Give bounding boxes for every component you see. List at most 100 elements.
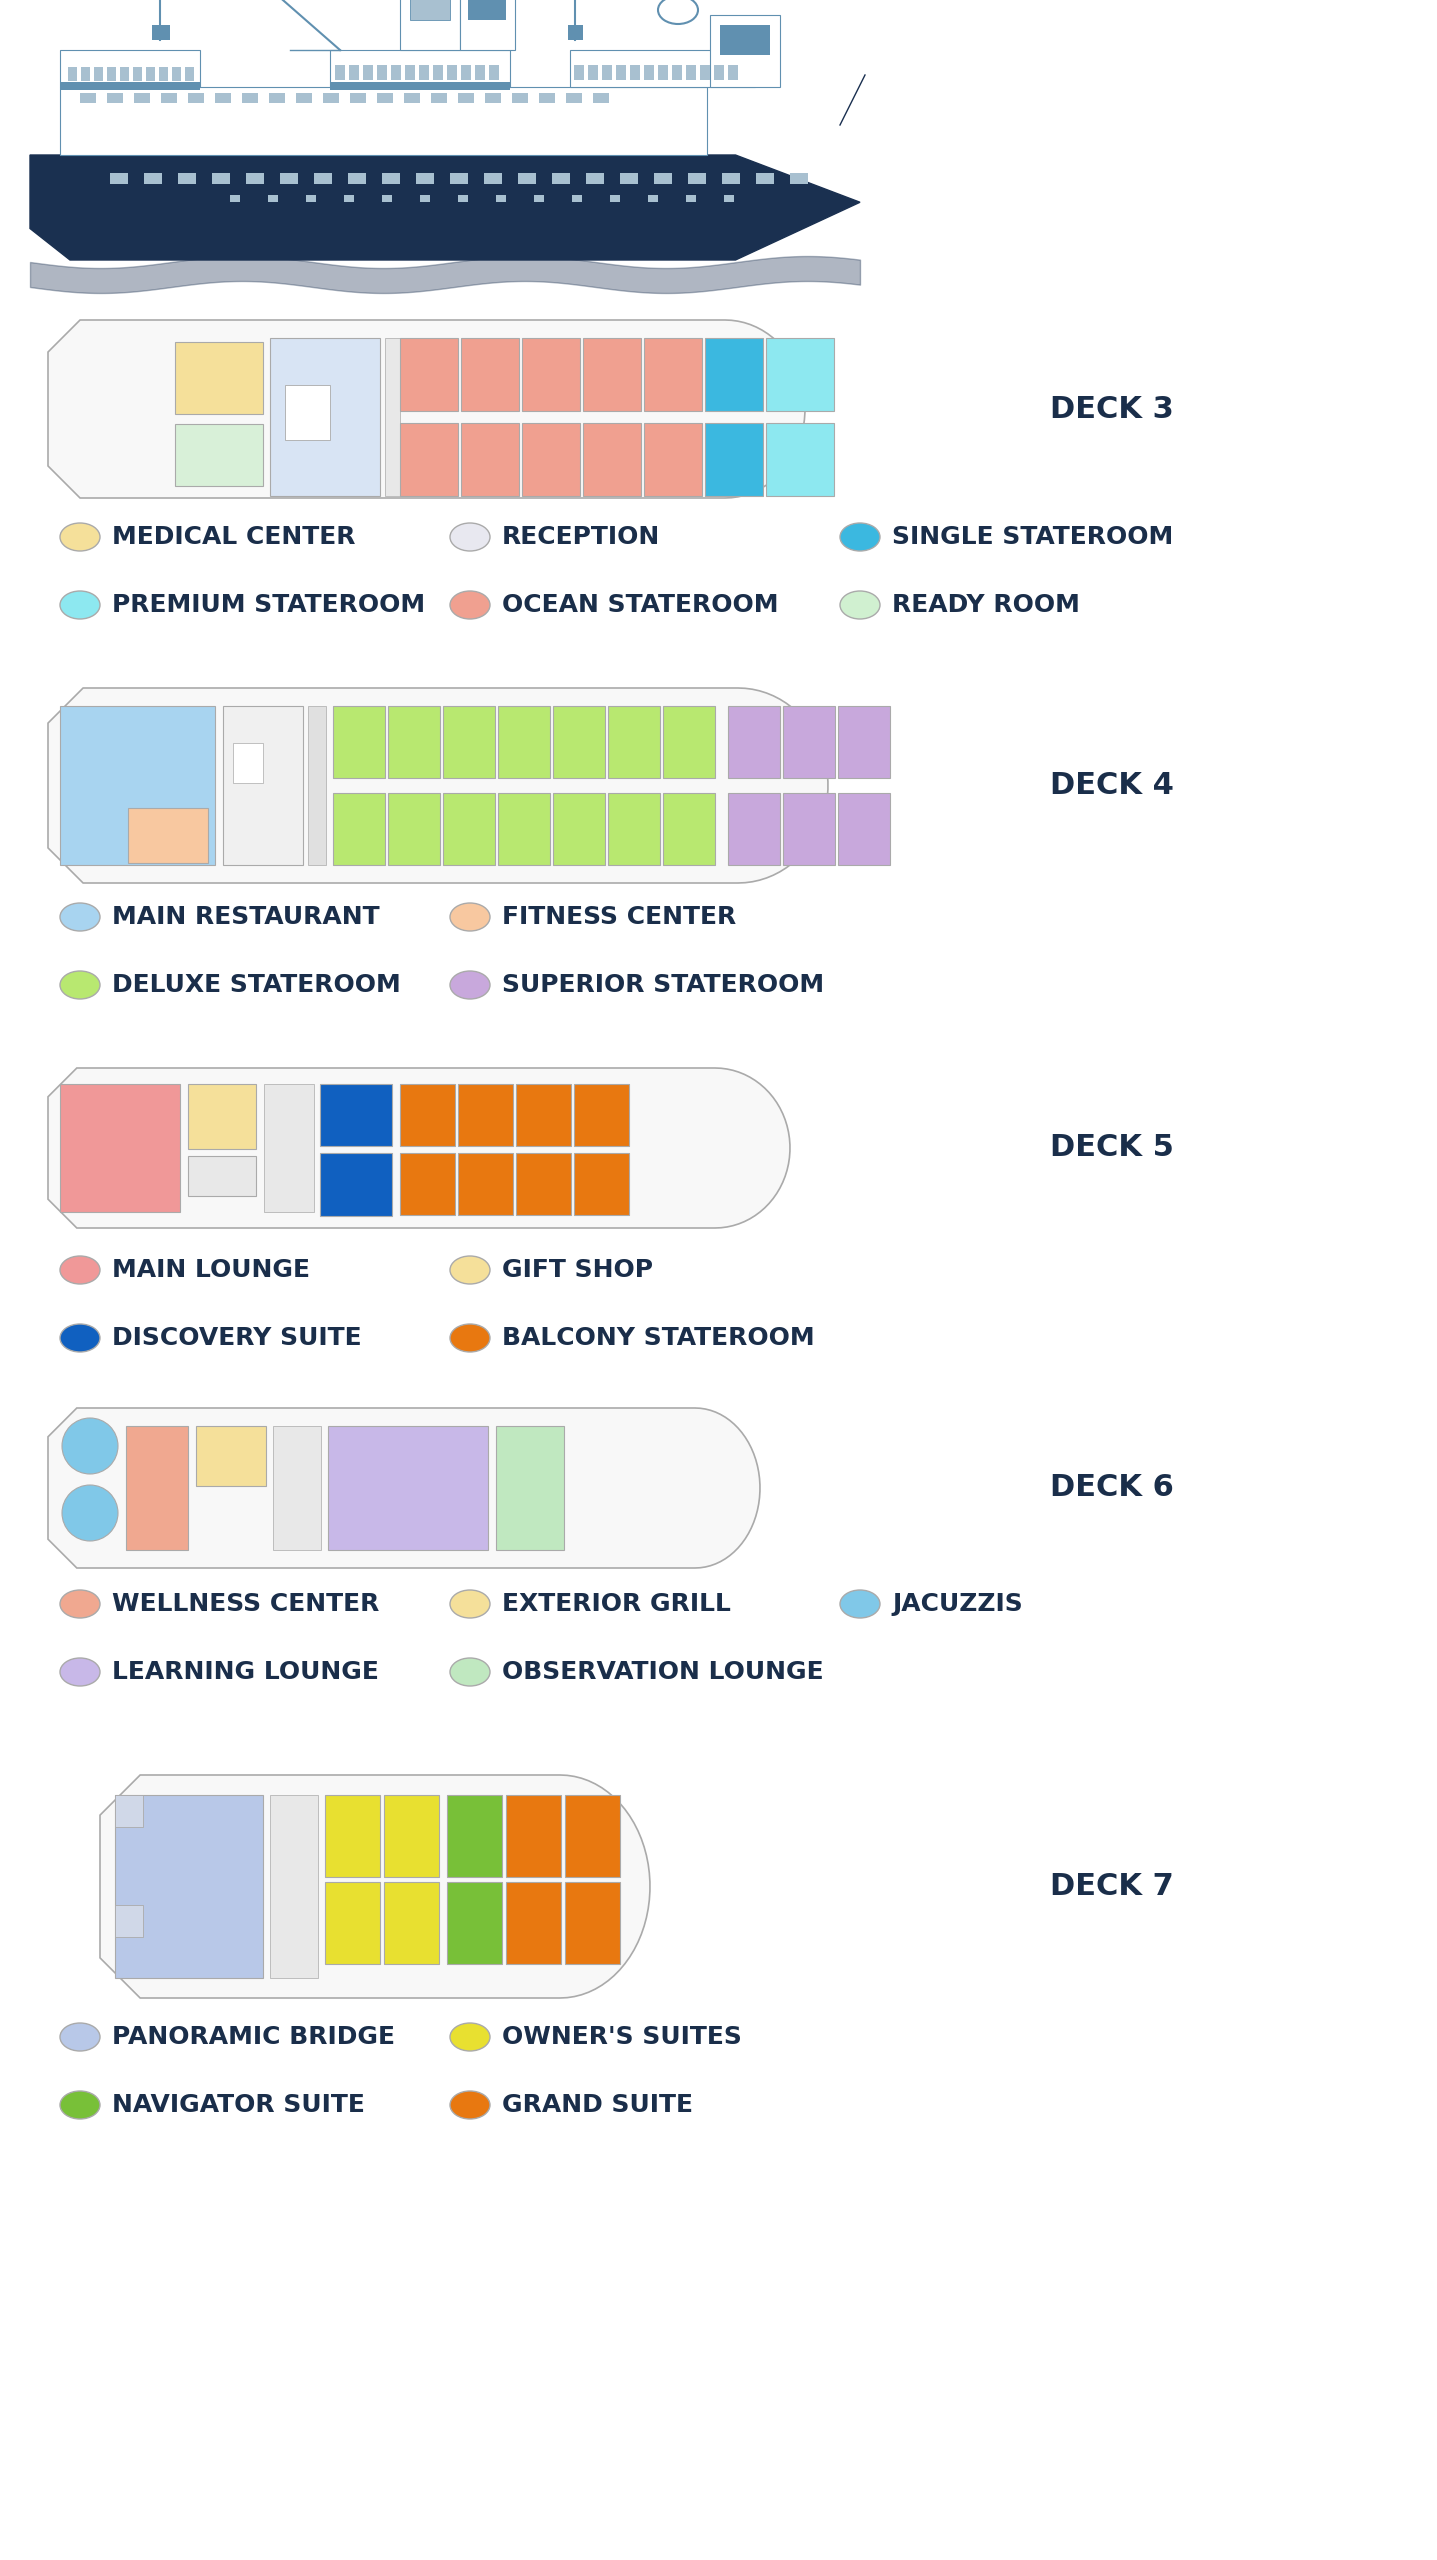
- Bar: [384, 1795, 438, 1876]
- Text: LEARNING LOUNGE: LEARNING LOUNGE: [112, 1659, 379, 1684]
- Text: MEDICAL CENTER: MEDICAL CENTER: [112, 525, 355, 548]
- Ellipse shape: [60, 2022, 101, 2051]
- Bar: [188, 1083, 256, 1149]
- Bar: [115, 1795, 263, 1979]
- Bar: [333, 794, 385, 865]
- Bar: [539, 92, 555, 102]
- Bar: [489, 64, 499, 79]
- Bar: [382, 174, 399, 184]
- Bar: [308, 707, 326, 865]
- Bar: [706, 422, 763, 497]
- Text: JACUZZIS: JACUZZIS: [892, 1592, 1023, 1615]
- Bar: [573, 64, 583, 79]
- Ellipse shape: [841, 591, 879, 620]
- Bar: [60, 82, 200, 90]
- Bar: [700, 64, 710, 79]
- Text: BALCONY STATEROOM: BALCONY STATEROOM: [502, 1326, 815, 1349]
- Bar: [188, 1157, 256, 1196]
- Bar: [593, 92, 609, 102]
- Bar: [783, 794, 835, 865]
- Bar: [522, 422, 581, 497]
- Bar: [685, 64, 696, 79]
- Ellipse shape: [841, 1590, 879, 1618]
- Bar: [522, 338, 581, 412]
- Text: DECK 3: DECK 3: [1050, 394, 1174, 422]
- Ellipse shape: [60, 522, 101, 550]
- Bar: [468, 0, 506, 20]
- Bar: [399, 0, 460, 51]
- Ellipse shape: [60, 970, 101, 998]
- Ellipse shape: [60, 904, 101, 932]
- Bar: [68, 67, 78, 82]
- Text: DECK 4: DECK 4: [1050, 771, 1174, 799]
- Ellipse shape: [450, 591, 490, 620]
- Bar: [662, 707, 716, 778]
- Ellipse shape: [450, 2092, 490, 2120]
- Text: NAVIGATOR SUITE: NAVIGATOR SUITE: [112, 2094, 365, 2117]
- Bar: [608, 707, 660, 778]
- Ellipse shape: [450, 522, 490, 550]
- Bar: [273, 1426, 320, 1549]
- Bar: [756, 174, 775, 184]
- Bar: [710, 15, 780, 87]
- Polygon shape: [47, 320, 805, 499]
- Text: GIFT SHOP: GIFT SHOP: [502, 1257, 652, 1283]
- Bar: [343, 195, 354, 202]
- Bar: [460, 0, 514, 51]
- Bar: [572, 195, 582, 202]
- Bar: [296, 92, 312, 102]
- Bar: [160, 67, 168, 82]
- Bar: [496, 195, 506, 202]
- Bar: [246, 174, 264, 184]
- Text: PREMIUM STATEROOM: PREMIUM STATEROOM: [112, 594, 425, 617]
- Bar: [447, 1882, 502, 1964]
- Polygon shape: [47, 689, 828, 883]
- Text: OCEAN STATEROOM: OCEAN STATEROOM: [502, 594, 779, 617]
- Bar: [241, 92, 259, 102]
- Bar: [147, 67, 155, 82]
- Bar: [553, 794, 605, 865]
- Text: READY ROOM: READY ROOM: [892, 594, 1079, 617]
- Text: DECK 7: DECK 7: [1050, 1871, 1174, 1902]
- Bar: [565, 1882, 619, 1964]
- Bar: [415, 174, 434, 184]
- Bar: [285, 384, 331, 440]
- Bar: [60, 51, 200, 87]
- Bar: [461, 338, 519, 412]
- Bar: [385, 338, 399, 497]
- Bar: [267, 195, 277, 202]
- Bar: [315, 174, 332, 184]
- Bar: [121, 67, 129, 82]
- Bar: [706, 338, 763, 412]
- Bar: [458, 195, 468, 202]
- Bar: [420, 64, 430, 79]
- Ellipse shape: [450, 1590, 490, 1618]
- Bar: [588, 64, 598, 79]
- Ellipse shape: [450, 1659, 490, 1687]
- Polygon shape: [30, 156, 859, 261]
- Bar: [80, 67, 91, 82]
- Bar: [399, 422, 458, 497]
- Bar: [644, 338, 703, 412]
- Bar: [161, 92, 177, 102]
- Text: MAIN LOUNGE: MAIN LOUNGE: [112, 1257, 310, 1283]
- Text: RECEPTION: RECEPTION: [502, 525, 660, 548]
- Ellipse shape: [450, 2022, 490, 2051]
- Bar: [673, 64, 683, 79]
- Bar: [404, 92, 420, 102]
- Bar: [654, 174, 673, 184]
- Text: DECK 5: DECK 5: [1050, 1134, 1174, 1162]
- Bar: [144, 174, 162, 184]
- Bar: [443, 707, 494, 778]
- Bar: [325, 1795, 379, 1876]
- Bar: [644, 64, 654, 79]
- Bar: [60, 87, 707, 156]
- Bar: [658, 64, 668, 79]
- Bar: [573, 1083, 629, 1147]
- Bar: [306, 195, 316, 202]
- Text: DISCOVERY SUITE: DISCOVERY SUITE: [112, 1326, 362, 1349]
- Bar: [486, 92, 502, 102]
- Bar: [325, 1882, 379, 1964]
- Bar: [729, 64, 739, 79]
- Bar: [608, 794, 660, 865]
